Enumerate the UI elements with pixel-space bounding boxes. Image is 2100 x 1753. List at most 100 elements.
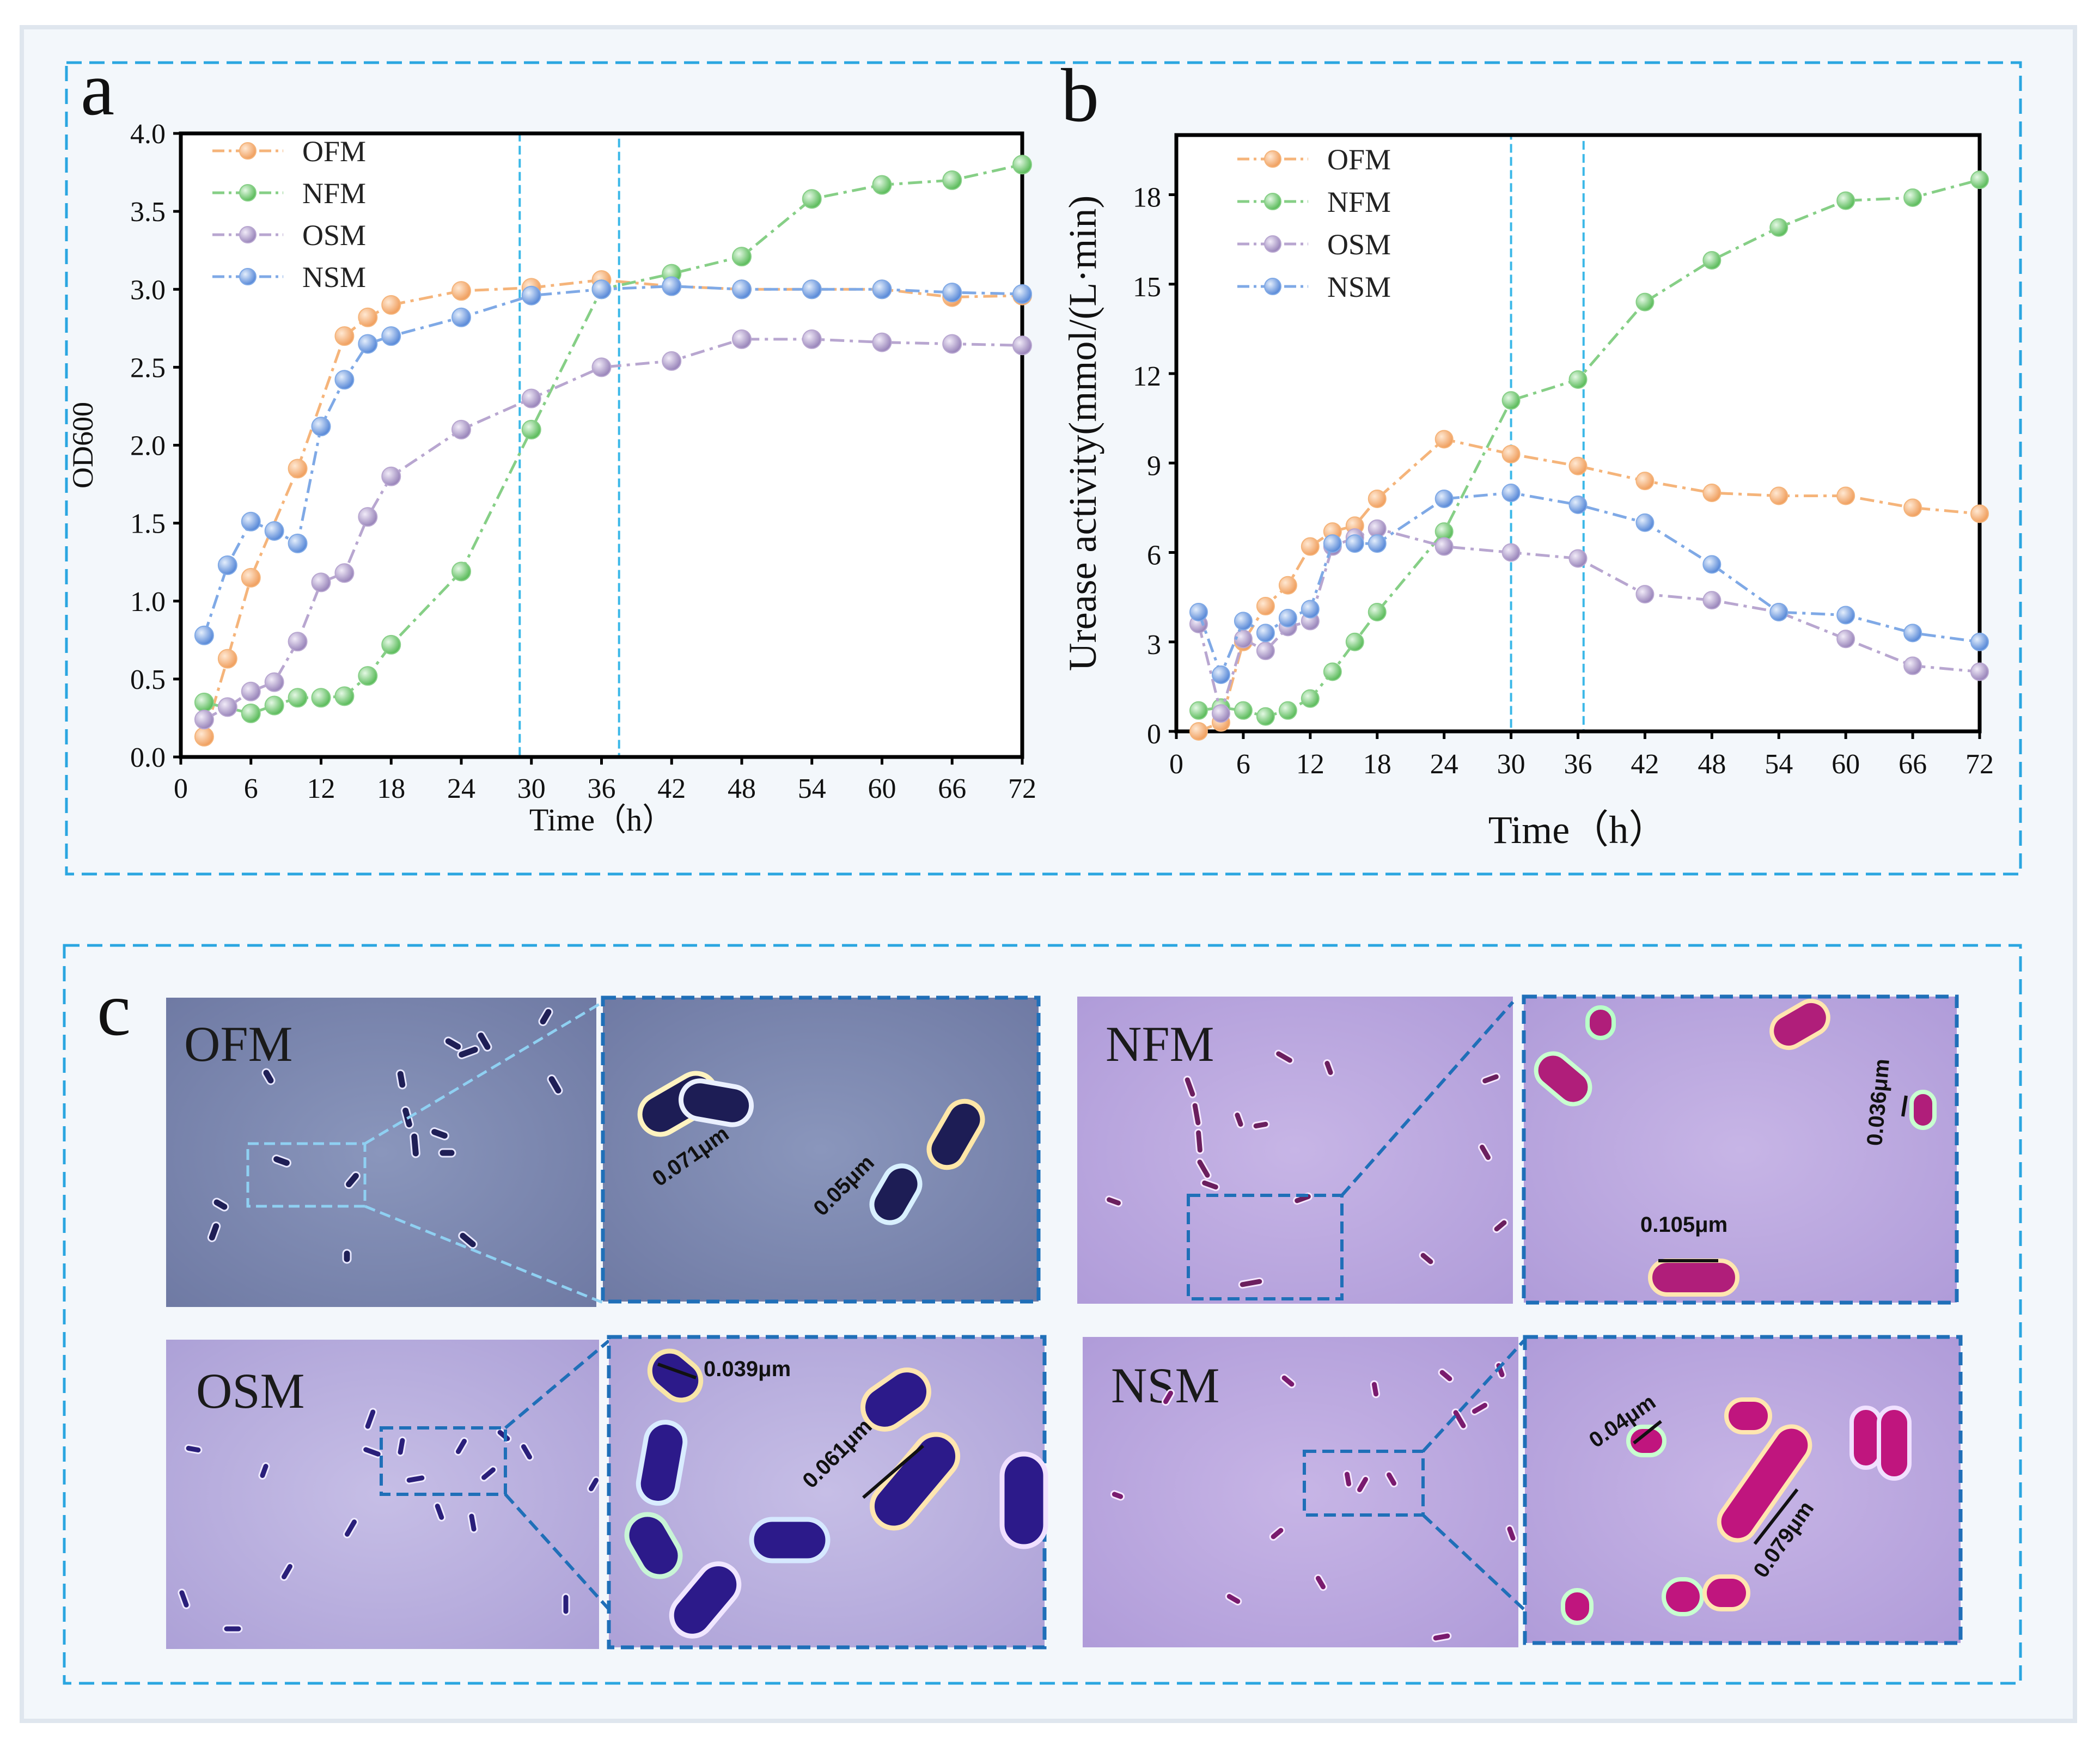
zoom-box-nsm	[1303, 1450, 1425, 1517]
bacteria-nsm-zoom	[1561, 1397, 1912, 1625]
y-tick-label: 1.5	[130, 509, 166, 540]
micrograph-nfm-label: NFM	[1106, 1016, 1214, 1072]
y-axis-label: OD600	[66, 402, 99, 488]
data-point-nsm	[1769, 603, 1788, 621]
data-point-nsm	[1368, 534, 1387, 553]
data-point-nsm	[1434, 489, 1454, 508]
data-point-nsm	[1501, 484, 1521, 502]
data-point-nfm	[194, 692, 214, 712]
data-point-nfm	[1836, 191, 1855, 210]
data-point-nsm	[1702, 555, 1721, 574]
micrograph-nfm-zoom	[1522, 994, 1959, 1305]
data-point-nfm	[241, 703, 261, 723]
x-tick-label: 42	[1631, 749, 1659, 780]
y-tick-label: 15	[1133, 272, 1161, 303]
data-point-nsm	[1345, 534, 1364, 553]
legend-label-nsm: NSM	[302, 261, 366, 294]
legend-marker-nsm	[1264, 278, 1281, 295]
data-point-nfm	[1323, 662, 1342, 681]
x-tick-label: 36	[1564, 749, 1592, 780]
data-point-nfm	[264, 695, 284, 716]
y-tick-label: 9	[1147, 450, 1161, 481]
data-point-osm	[1568, 549, 1588, 568]
legend-marker-ofm	[1264, 150, 1281, 168]
data-point-nfm	[381, 634, 401, 655]
data-point-osm	[194, 710, 214, 730]
data-point-ofm	[1256, 597, 1275, 616]
data-point-nfm	[451, 561, 471, 582]
data-point-nfm	[521, 419, 541, 439]
data-point-nsm	[872, 279, 892, 300]
data-point-ofm	[1635, 472, 1655, 491]
legend-label-osm: OSM	[1327, 228, 1391, 261]
legend-label-nfm: NFM	[1327, 186, 1391, 218]
data-point-ofm	[1301, 537, 1320, 556]
data-point-nsm	[334, 370, 355, 390]
panel-letter-b: b	[1061, 53, 1099, 138]
data-point-nfm	[1635, 292, 1655, 311]
data-point-osm	[288, 632, 308, 652]
data-point-ofm	[1368, 489, 1387, 508]
zoom-box-osm	[380, 1426, 507, 1496]
data-point-nfm	[1189, 701, 1208, 720]
micrograph-osm: OSM	[166, 1335, 1048, 1650]
x-tick-label: 18	[377, 773, 405, 804]
panel-ab-frame	[65, 61, 2022, 876]
data-point-osm	[662, 351, 682, 371]
data-point-ofm	[288, 459, 308, 479]
panel-c-frame	[63, 944, 2022, 1685]
micrograph-nfm-overview	[1077, 997, 1513, 1304]
data-point-osm	[1012, 335, 1032, 356]
micrograph-ofm: OFM 0.071	[166, 995, 1041, 1307]
data-point-ofm	[217, 649, 237, 669]
data-point-ofm	[241, 567, 261, 588]
bacteria-nfm-zoom	[1534, 999, 1937, 1297]
y-tick-label: 0.0	[130, 742, 166, 773]
data-point-ofm	[358, 307, 378, 327]
x-tick-label: 6	[244, 773, 258, 804]
data-point-nfm	[1568, 370, 1588, 389]
y-tick-label: 3.5	[130, 197, 166, 228]
legend-label-osm: OSM	[302, 219, 366, 252]
data-point-nsm	[1970, 632, 1989, 651]
data-point-nfm	[1234, 701, 1253, 720]
x-tick-label: 30	[1497, 749, 1525, 780]
data-point-ofm	[1702, 484, 1721, 502]
x-tick-label: 60	[868, 773, 896, 804]
y-tick-label: 1.0	[130, 587, 166, 618]
data-point-nsm	[241, 511, 261, 532]
y-tick-label: 3.0	[130, 274, 166, 306]
data-point-ofm	[1970, 504, 1989, 523]
y-tick-label: 0.5	[130, 664, 166, 695]
data-point-ofm	[451, 281, 471, 301]
micrograph-ofm-label: OFM	[184, 1016, 292, 1072]
data-point-nsm	[942, 282, 962, 302]
x-tick-label: 72	[1008, 773, 1036, 804]
data-point-osm	[1970, 662, 1989, 681]
bacteria-osm-zoom	[624, 1348, 1048, 1639]
data-point-nsm	[1189, 603, 1208, 621]
data-point-osm	[1434, 537, 1454, 556]
y-axis-label: Urease activity(mmol/(L·min)	[1061, 196, 1104, 671]
data-point-nfm	[1256, 707, 1275, 726]
data-point-nsm	[802, 279, 822, 300]
legend-label-nfm: NFM	[302, 177, 366, 210]
data-point-nsm	[1012, 284, 1032, 304]
data-point-osm	[358, 507, 378, 527]
data-point-nsm	[1256, 624, 1275, 643]
data-point-ofm	[1189, 722, 1208, 741]
data-point-osm	[451, 419, 471, 439]
data-point-nsm	[311, 417, 331, 437]
highlight-window	[1510, 134, 1585, 732]
data-point-nsm	[591, 279, 612, 300]
data-point-ofm	[1769, 486, 1788, 505]
data-point-osm	[1256, 642, 1275, 661]
data-point-nsm	[1211, 665, 1230, 684]
y-tick-label: 18	[1133, 182, 1161, 213]
data-point-nsm	[264, 521, 284, 541]
panel-letter-a: a	[81, 47, 114, 131]
x-axis-label: Time（h）	[1488, 808, 1668, 852]
x-tick-label: 24	[447, 773, 475, 804]
data-point-ofm	[1434, 430, 1454, 449]
zoom-box-ofm	[246, 1142, 367, 1208]
